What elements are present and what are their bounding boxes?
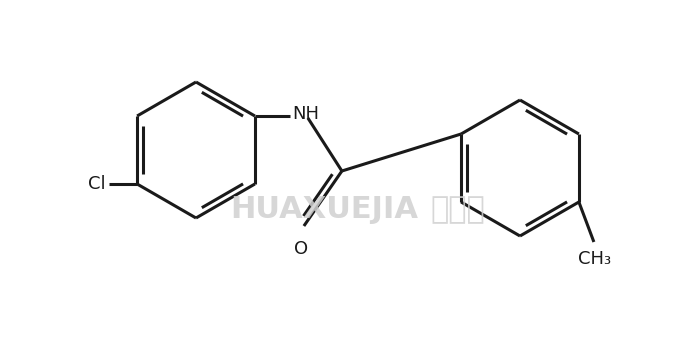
Text: NH: NH [292, 105, 319, 123]
Text: Cl: Cl [88, 175, 106, 193]
Text: HUAXUEJIA: HUAXUEJIA [230, 195, 418, 225]
Text: O: O [294, 240, 308, 258]
Text: 化学加: 化学加 [430, 195, 485, 225]
Text: CH₃: CH₃ [578, 250, 611, 268]
